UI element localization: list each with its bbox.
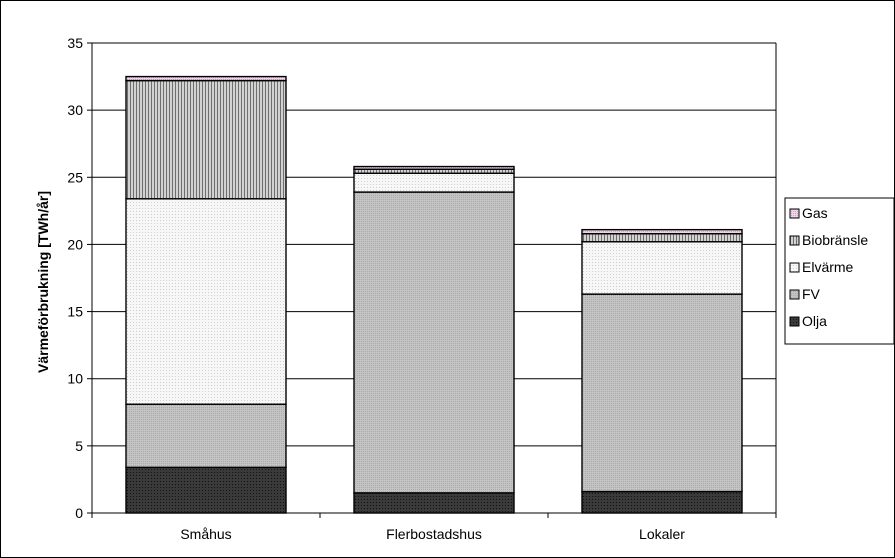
- legend-label-biobränsle: Biobränsle: [802, 232, 868, 248]
- legend-swatch-olja: [789, 316, 800, 327]
- bar-segment-elvärme: [125, 198, 287, 405]
- bar-segment-fv: [581, 293, 743, 493]
- bars: [125, 75, 743, 514]
- bar-segment-elvärme: [353, 172, 515, 193]
- legend-label-gas: Gas: [802, 205, 828, 221]
- axes: [91, 42, 777, 514]
- bar-segment-gas: [353, 165, 515, 170]
- y-tick-label: 10: [67, 371, 83, 387]
- x-tick-label: Lokaler: [639, 526, 685, 542]
- legend-swatch-biobränsle: [789, 235, 800, 246]
- bar-segment-elvärme: [581, 241, 743, 295]
- bar-segment-gas: [581, 228, 743, 235]
- bar-segment-fv: [125, 403, 287, 469]
- x-tick-label: Småhus: [180, 526, 231, 542]
- y-tick-label: 0: [75, 505, 83, 521]
- bar-segment-biobränsle: [125, 79, 287, 200]
- bar-segment-olja: [581, 490, 743, 514]
- x-tick-labels: Småhus Flerbostadshus Lokaler: [91, 513, 777, 542]
- legend-label-elvärme: Elvärme: [802, 259, 854, 275]
- y-axis-label: Värmeförbrukning [TWh/år]: [35, 191, 51, 373]
- y-tick-labels: 0 5 10 15 20 25 30 35: [67, 35, 92, 521]
- legend: Gas Biobränsle Elvärme FV Olja: [784, 197, 894, 345]
- legend-swatch-gas: [789, 208, 800, 219]
- x-tick-label: Flerbostadshus: [386, 526, 482, 542]
- y-tick-label: 15: [67, 304, 83, 320]
- y-tick-label: 25: [67, 169, 83, 185]
- bar-segment-fv: [353, 191, 515, 494]
- legend-swatch-elvärme: [789, 262, 800, 273]
- bar-segment-olja: [125, 466, 287, 514]
- y-tick-label: 35: [67, 35, 83, 51]
- y-tick-label: 20: [67, 236, 83, 252]
- legend-box: [784, 197, 894, 345]
- bar-segment-biobränsle: [581, 232, 743, 243]
- legend-swatch-fv: [789, 289, 800, 300]
- legend-label-fv: FV: [802, 286, 821, 302]
- bar-segment-olja: [353, 492, 515, 514]
- bar-segment-gas: [125, 75, 287, 82]
- legend-label-olja: Olja: [802, 313, 827, 329]
- y-tick-label: 5: [75, 438, 83, 454]
- y-tick-label: 30: [67, 102, 83, 118]
